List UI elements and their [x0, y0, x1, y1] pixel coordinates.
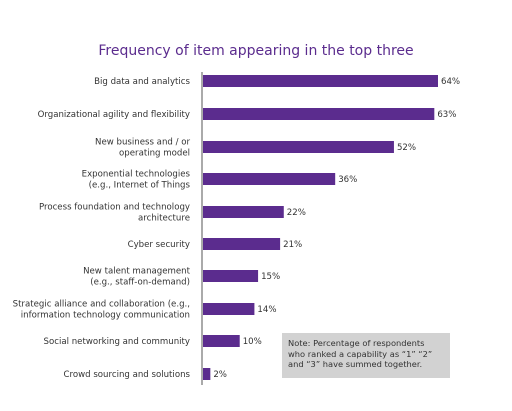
category-label: New business and / or operating model: [95, 138, 190, 159]
category-label: Big data and analytics: [94, 77, 190, 87]
value-label: 22%: [287, 208, 306, 218]
category-label: Organizational agility and flexibility: [38, 110, 190, 120]
bar: [203, 108, 435, 120]
chart-title: Frequency of item appearing in the top t…: [98, 43, 414, 59]
chart-note: Note: Percentage of respondents who rank…: [282, 333, 450, 378]
bar: [203, 238, 281, 250]
value-label: 14%: [257, 305, 276, 315]
bar: [203, 303, 255, 315]
value-label: 64%: [441, 77, 460, 87]
category-label: New talent management (e.g., staff-on-dem…: [83, 267, 191, 288]
bar: [203, 270, 259, 282]
bar: [203, 206, 284, 218]
value-label: 36%: [338, 175, 357, 185]
value-label: 21%: [283, 240, 302, 250]
value-label: 15%: [261, 272, 280, 282]
category-label: Crowd sourcing and solutions: [64, 370, 191, 380]
bar: [203, 141, 394, 153]
bar: [203, 173, 336, 185]
value-label: 52%: [397, 143, 416, 153]
category-label: Social networking and community: [44, 337, 191, 347]
value-label: 2%: [213, 370, 227, 380]
category-label: Strategic alliance and collaboration (e.…: [13, 300, 190, 321]
bar: [203, 75, 438, 87]
bar: [203, 368, 211, 380]
category-label: Process foundation and technology archite…: [39, 203, 190, 224]
bar: [203, 335, 240, 347]
value-label: 63%: [437, 110, 456, 120]
category-label: Cyber security: [128, 240, 190, 250]
value-label: 10%: [243, 337, 262, 347]
category-label: Exponential technologies (e.g., Internet …: [82, 170, 191, 191]
